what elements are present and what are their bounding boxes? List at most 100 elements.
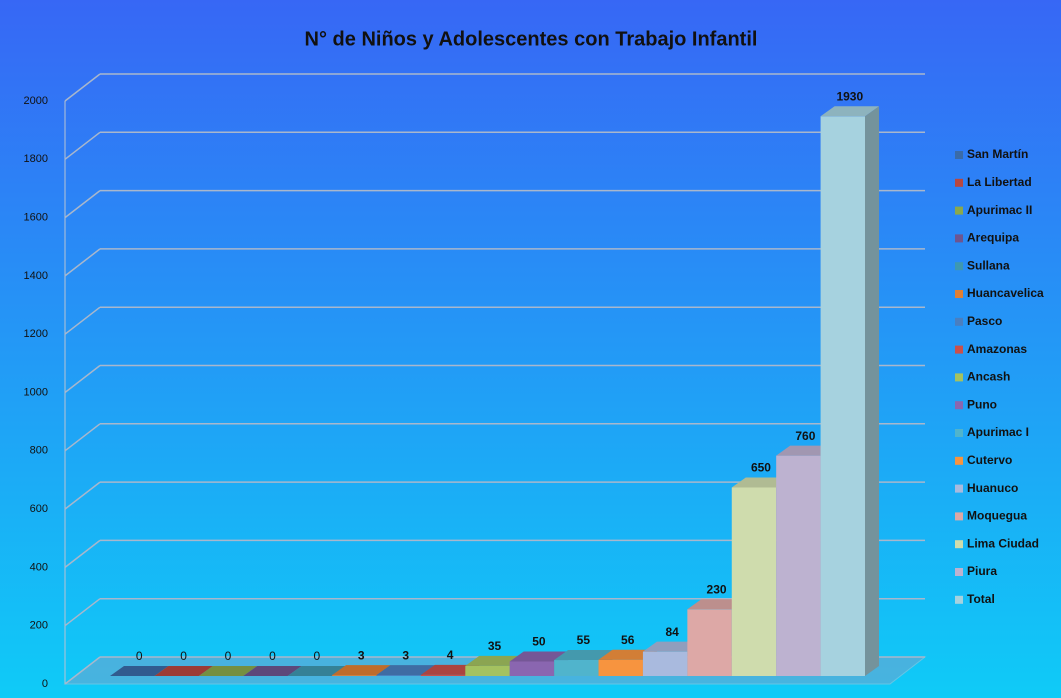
grid-line-wall: [64, 481, 101, 510]
y-tick-label: 0: [42, 678, 48, 690]
bar-top: [776, 445, 835, 456]
legend-label: Piura: [967, 564, 997, 578]
legend-label: Pasco: [967, 314, 1002, 328]
grid-line-wall: [64, 364, 101, 394]
bar: [820, 116, 865, 677]
data-label: 1930: [836, 89, 863, 103]
legend-swatch: [955, 595, 963, 604]
grid-line-wall: [64, 539, 101, 568]
legend-label: Amazonas: [967, 342, 1027, 356]
y-tick-label: 800: [30, 445, 48, 457]
y-tick-label: 1200: [24, 328, 48, 340]
bar: [598, 659, 643, 676]
data-label: 0: [180, 649, 187, 663]
legend-swatch: [955, 568, 963, 576]
legend-swatch: [955, 151, 963, 159]
y-tick-label: 200: [30, 620, 48, 632]
data-label: 3: [358, 648, 365, 662]
legend-swatch: [955, 540, 963, 549]
chart-title: N° de Niños y Adolescentes con Trabajo I…: [305, 28, 758, 50]
legend-label: Puno: [967, 397, 997, 411]
legend-label: Cutervo: [967, 453, 1012, 467]
grid-line-wall: [64, 423, 101, 452]
y-tick-label: 1400: [24, 270, 48, 282]
bar: [509, 661, 555, 676]
data-label: 56: [621, 633, 635, 647]
bar: [420, 674, 466, 676]
data-label: 0: [314, 649, 321, 663]
bar-top: [731, 477, 791, 488]
bar: [554, 660, 599, 676]
data-label: 0: [225, 649, 232, 663]
legend-swatch: [955, 317, 963, 326]
bar: [687, 609, 732, 676]
bar-top: [287, 666, 347, 676]
data-label: 0: [136, 649, 143, 663]
bar-top: [420, 664, 480, 675]
legend-swatch: [955, 206, 963, 215]
bar-top: [687, 599, 746, 610]
bar: [776, 455, 821, 676]
legend-swatch: [955, 234, 963, 243]
legend-swatch: [955, 373, 963, 382]
data-label: 55: [577, 633, 591, 647]
legend-label: Lima Ciudad: [967, 536, 1039, 550]
data-label: 760: [795, 429, 815, 443]
legend-label: Huancavelica: [967, 286, 1044, 300]
grid-line-wall: [64, 248, 101, 277]
bar: [376, 675, 421, 676]
legend-label: San Martín: [967, 147, 1028, 161]
bar-top: [642, 641, 702, 652]
bar: [731, 487, 777, 676]
bar-top: [598, 649, 657, 660]
bar-side: [865, 106, 879, 677]
grid-line-wall: [64, 656, 101, 685]
bar-top: [509, 651, 569, 662]
legend-label: Apurimac I: [967, 425, 1029, 439]
data-label: 35: [488, 639, 502, 653]
bar-top: [820, 106, 879, 117]
legend-swatch: [955, 345, 963, 354]
data-label: 3: [402, 648, 409, 662]
legend-swatch: [955, 290, 963, 298]
y-tick-label: 600: [30, 503, 48, 515]
grid-line-wall: [64, 598, 101, 627]
legend-swatch: [955, 178, 963, 187]
legend-label: Arequipa: [967, 231, 1019, 245]
y-tick-label: 1600: [24, 212, 48, 224]
bar-top: [243, 666, 302, 676]
legend-label: Apurimac II: [967, 203, 1032, 217]
y-tick-label: 1800: [24, 153, 48, 165]
legend-label: Moquegua: [967, 509, 1027, 523]
legend-label: Ancash: [967, 370, 1010, 384]
bar: [642, 651, 688, 676]
legend-label: Total: [967, 592, 995, 606]
legend-swatch: [955, 456, 963, 465]
bar: [332, 675, 377, 676]
grid-line-wall: [64, 306, 101, 335]
legend-swatch: [955, 262, 963, 271]
grid-line-wall: [64, 131, 101, 160]
bar: [465, 665, 510, 676]
bar-top: [554, 650, 613, 661]
legend-swatch: [955, 484, 963, 493]
y-tick-label: 2000: [24, 95, 48, 107]
data-label: 4: [447, 648, 454, 662]
bar-top: [332, 665, 391, 676]
y-tick-label: 400: [30, 561, 48, 573]
bar-top: [154, 666, 213, 676]
data-label: 650: [751, 461, 771, 475]
data-label: 84: [665, 625, 679, 639]
y-tick-label: 1000: [24, 386, 48, 398]
legend-label: Sullana: [967, 258, 1010, 272]
data-label: 50: [532, 635, 546, 649]
bar-top: [110, 666, 169, 676]
bar-top: [465, 655, 524, 666]
grid-line-wall: [64, 73, 101, 102]
legend-swatch: [955, 401, 963, 410]
bar-top: [376, 665, 435, 676]
legend-label: Huanuco: [967, 481, 1018, 495]
data-label: 230: [707, 582, 727, 596]
